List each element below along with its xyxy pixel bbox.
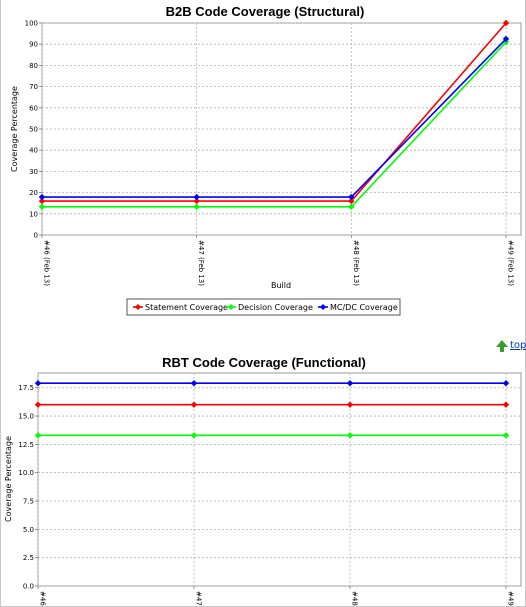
y-tick-label: 7.5	[23, 498, 34, 506]
y-tick-label: 40	[29, 147, 38, 155]
top-link[interactable]: top	[496, 338, 526, 352]
x-tick-label: #49 (Feb 13)	[507, 240, 515, 286]
y-tick-label: 17.5	[18, 384, 34, 392]
y-tick-label: 12.5	[18, 441, 34, 449]
y-tick-label: 10	[29, 210, 38, 218]
y-tick-label: 15.0	[18, 413, 34, 421]
y-tick-label: 0.0	[23, 583, 34, 591]
legend: Statement Coverage Decision Coverage MC/DC…	[127, 299, 400, 315]
x-axis-label: Build	[271, 281, 291, 290]
plot-area	[42, 23, 521, 235]
y-tick-label: 90	[29, 41, 38, 49]
y-tick-label: 5.0	[23, 526, 34, 534]
y-tick-label: 50	[29, 126, 38, 134]
y-tick-label: 60	[29, 104, 38, 112]
x-tick-label: #46 (Feb 13)	[39, 591, 47, 607]
x-tick-label: #49 (Feb 13)	[507, 591, 515, 607]
up-arrow-icon	[496, 340, 508, 347]
legend-item-label: Decision Coverage	[238, 303, 313, 312]
x-tick-label: #48 (Feb 13)	[351, 591, 359, 607]
y-axis-label: Coverage Percentage	[10, 86, 19, 172]
y-tick-label: 2.5	[23, 554, 34, 562]
y-tick-label: 70	[29, 83, 38, 91]
y-tick-label: 80	[29, 62, 38, 70]
y-tick-label: 0	[34, 232, 38, 240]
y-tick-label: 10.0	[18, 469, 34, 477]
legend-item-label: Statement Coverage	[145, 303, 228, 312]
x-tick-label: #47 (Feb 13)	[197, 240, 205, 286]
y-tick-label: 30	[29, 168, 38, 176]
chart-b2b: B2B Code Coverage (Structural) 0 10 20 30 40…	[10, 4, 521, 315]
x-tick-label: #46 (Feb 13)	[43, 240, 51, 286]
chart-title: B2B Code Coverage (Structural)	[166, 4, 365, 19]
y-tick-label: 20	[29, 189, 38, 197]
chart-rbt: RBT Code Coverage (Functional) 0.0 2.5 5.0…	[4, 355, 521, 607]
x-tick-label: #48 (Feb 13)	[352, 240, 360, 286]
legend-item-label: MC/DC Coverage	[330, 303, 398, 312]
y-axis-label: Coverage Percentage	[4, 436, 13, 522]
x-tick-label: #47 (Feb 13)	[195, 591, 203, 607]
y-tick-label: 100	[25, 20, 38, 28]
chart-title: RBT Code Coverage (Functional)	[162, 355, 366, 370]
top-link-label: top	[510, 340, 526, 351]
